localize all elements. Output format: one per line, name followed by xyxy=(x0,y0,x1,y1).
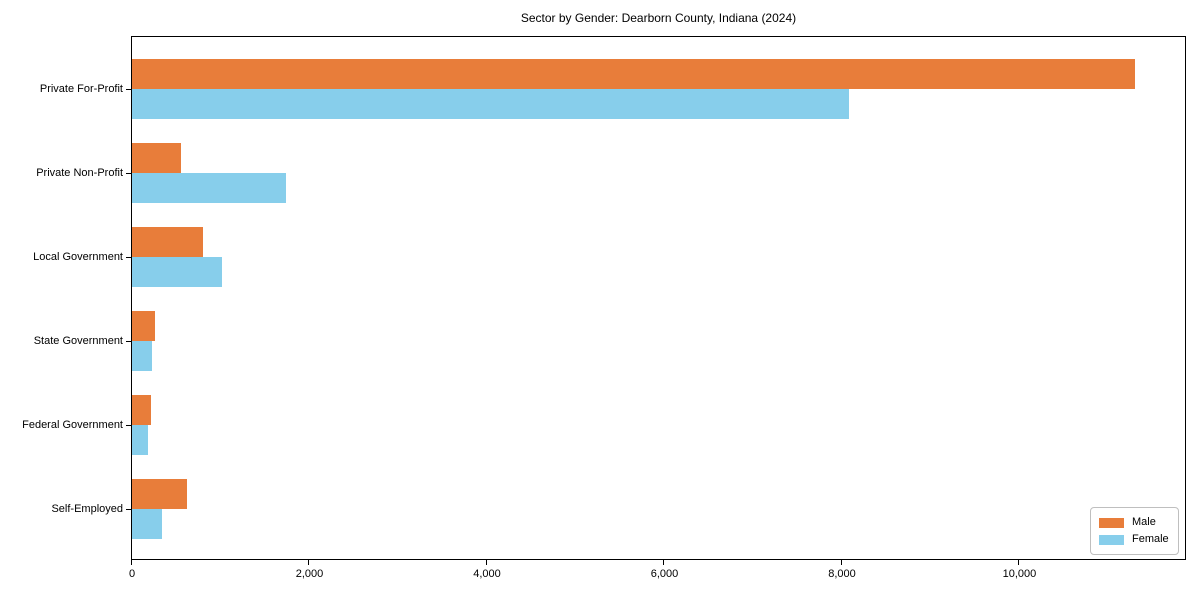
bar-female-3 xyxy=(132,341,152,371)
bar-female-2 xyxy=(132,257,222,287)
y-tick xyxy=(126,341,131,342)
y-tick-label: Federal Government xyxy=(22,419,123,431)
x-tick xyxy=(131,560,132,565)
bar-female-4 xyxy=(132,425,148,455)
plot-area xyxy=(131,36,1186,560)
x-tick-label: 2,000 xyxy=(295,568,324,580)
x-tick xyxy=(663,560,665,565)
legend: Male Female xyxy=(1090,507,1179,555)
x-tick xyxy=(1018,560,1020,565)
y-tick-label: Private For-Profit xyxy=(39,83,123,95)
x-tick-label: 10,000 xyxy=(1002,568,1037,580)
legend-item-male: Male xyxy=(1099,517,1170,528)
x-tick-label: 6,000 xyxy=(650,568,679,580)
x-tick xyxy=(485,560,487,565)
legend-swatch-female xyxy=(1099,534,1124,545)
legend-swatch-male xyxy=(1099,517,1124,528)
y-tick xyxy=(126,173,131,174)
y-tick xyxy=(126,257,131,258)
y-tick-label: Local Government xyxy=(33,251,123,263)
legend-label-female: Female xyxy=(1132,533,1169,545)
bar-female-0 xyxy=(132,89,850,119)
bar-male-5 xyxy=(132,479,188,509)
chart-title: Sector by Gender: Dearborn County, India… xyxy=(520,11,797,25)
bar-male-3 xyxy=(132,311,156,341)
x-tick-label: 4,000 xyxy=(473,568,501,580)
y-tick-label: Self-Employed xyxy=(51,503,123,515)
bar-male-1 xyxy=(132,143,182,173)
x-tick-label: 0 xyxy=(128,568,136,580)
bar-female-1 xyxy=(132,173,286,203)
x-tick xyxy=(308,560,310,565)
x-tick-label: 8,000 xyxy=(828,568,856,580)
bar-female-5 xyxy=(132,509,162,539)
x-tick xyxy=(840,560,842,565)
bar-male-0 xyxy=(132,59,1135,89)
y-tick xyxy=(126,509,131,510)
bar-male-2 xyxy=(132,227,203,257)
y-tick-label: Private Non-Profit xyxy=(36,167,123,179)
bar-male-4 xyxy=(132,395,151,425)
y-tick xyxy=(126,89,131,90)
y-tick-label: State Government xyxy=(33,335,123,347)
y-tick xyxy=(126,425,131,426)
legend-label-male: Male xyxy=(1132,516,1156,528)
legend-item-female: Female xyxy=(1099,534,1170,545)
